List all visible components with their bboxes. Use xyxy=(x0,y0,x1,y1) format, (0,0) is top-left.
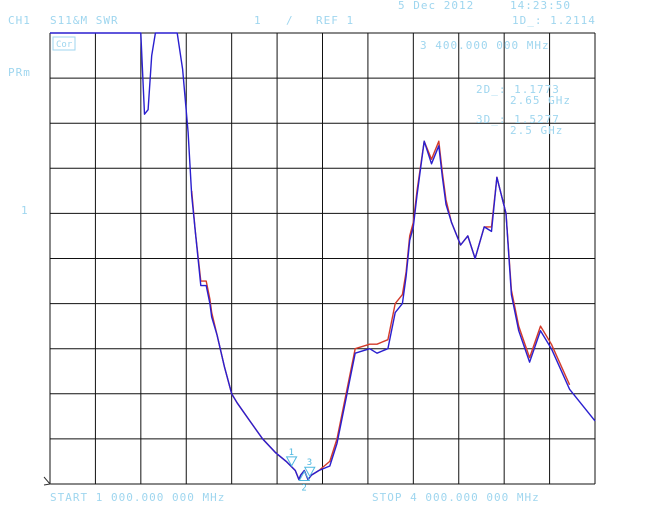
ref-position-label: 1 xyxy=(21,204,29,217)
stop-frequency: STOP 4 000.000 000 MHz xyxy=(372,491,540,504)
traces xyxy=(50,32,596,481)
marker-2-value: 2D_: 1.1773 xyxy=(476,83,560,96)
time-readout: 14:23:50 xyxy=(510,0,571,12)
marker-3-value: 3D_: 1.5277 xyxy=(476,113,560,126)
marker-2-symbol xyxy=(298,470,311,481)
marker-3-frequency: 2.5 GHz xyxy=(510,124,563,137)
measurement-label: S11&M SWR xyxy=(50,14,119,27)
graticule xyxy=(43,32,596,486)
trace-memory xyxy=(191,140,571,481)
active-marker-value: 1D_: 1.2114 xyxy=(512,14,596,27)
marker-1-symbol xyxy=(285,456,298,467)
marker-3-symbol xyxy=(303,466,316,478)
plot-area: Cor 1 2 3 1 xyxy=(21,32,596,493)
marker-3-label: 3 xyxy=(307,458,312,468)
cor-flag-box xyxy=(52,36,76,51)
marker-symbols: 1 2 3 xyxy=(285,448,316,493)
marker-2-frequency: 2.65 GHz xyxy=(510,94,571,107)
reference-pointer xyxy=(43,476,51,486)
channel-label: CH1 xyxy=(8,14,31,27)
active-marker-frequency: 3 400.000 000 MHz xyxy=(420,39,550,52)
marker-2-label: 2 xyxy=(301,483,306,493)
trace-main xyxy=(50,32,596,481)
marker-1-label: 1 xyxy=(289,448,294,458)
scale-label: 1 xyxy=(254,14,262,27)
status-label: PRm xyxy=(8,66,31,79)
start-frequency: START 1 000.000 000 MHz xyxy=(50,491,225,504)
scale-separator: / xyxy=(286,14,294,27)
ref-label: REF 1 xyxy=(316,14,354,27)
cor-flag: Cor xyxy=(56,40,73,50)
date-readout: 5 Dec 2012 xyxy=(398,0,474,12)
